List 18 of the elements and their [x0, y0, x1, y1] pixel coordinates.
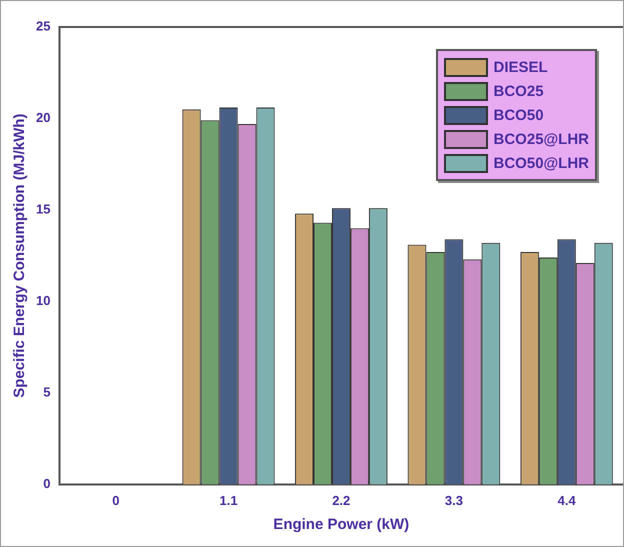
y-tick-label: 15 — [36, 202, 50, 217]
x-tick-label: 3.3 — [444, 492, 463, 508]
x-tick-label: 0 — [112, 492, 120, 508]
y-tick-label: 0 — [43, 476, 50, 491]
x-tick-label: 1.1 — [219, 492, 238, 508]
legend-label: BCO25@LHR — [494, 130, 589, 148]
legend-label: BCO50@LHR — [494, 154, 589, 172]
y-tick-label: 5 — [43, 384, 50, 400]
y-axis-title: Specific Energy Consumption (MJ/kWh) — [11, 114, 28, 398]
x-tick-label: 4.4 — [558, 492, 576, 508]
legend-label: DIESEL — [494, 58, 548, 76]
y-tick-label: 20 — [36, 110, 50, 126]
y-tick-label: 10 — [36, 293, 50, 308]
legend-label: BCO50 — [494, 106, 544, 124]
y-tick-label: 25 — [36, 18, 50, 34]
legend-label: BCO25 — [494, 82, 544, 100]
x-axis-title: Engine Power (kW) — [273, 516, 410, 534]
x-tick-label: 2.2 — [332, 492, 350, 508]
